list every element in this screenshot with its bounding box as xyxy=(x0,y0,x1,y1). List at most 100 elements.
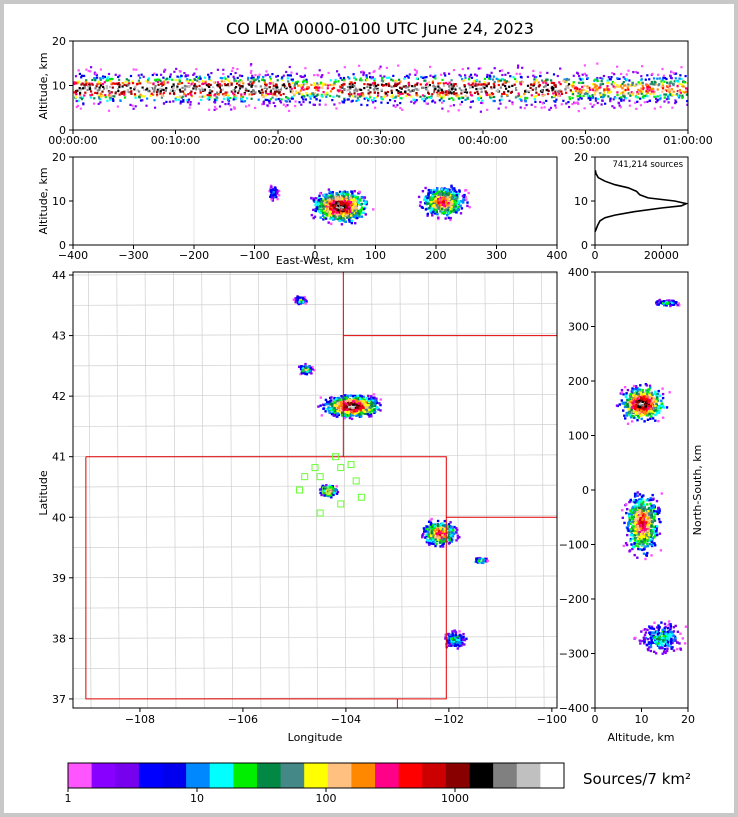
time-source xyxy=(139,99,143,102)
ew-heatmap xyxy=(268,184,471,226)
time-source xyxy=(291,89,294,92)
time-source xyxy=(165,100,168,103)
time-source xyxy=(437,82,440,85)
time-source xyxy=(442,94,445,97)
ew-source xyxy=(444,211,447,215)
ew-source xyxy=(344,220,347,223)
time-source xyxy=(463,85,466,88)
time-source xyxy=(164,78,167,81)
time-source xyxy=(332,86,335,90)
ew-source xyxy=(348,205,351,209)
time-source xyxy=(134,105,137,108)
time-source xyxy=(354,86,357,90)
time-source xyxy=(125,78,128,81)
time-source xyxy=(266,87,269,90)
time-source xyxy=(351,95,355,98)
time-source xyxy=(621,91,624,94)
plan-source xyxy=(358,415,362,418)
ew-source xyxy=(449,218,452,222)
time-source xyxy=(686,82,688,85)
time-source xyxy=(607,95,610,98)
time-source xyxy=(108,92,111,95)
time-source xyxy=(179,76,182,79)
plan-source xyxy=(358,402,361,405)
time-source xyxy=(566,86,569,89)
time-source xyxy=(208,91,211,94)
time-source xyxy=(157,83,160,86)
time-source xyxy=(448,90,451,93)
time-source xyxy=(540,89,543,92)
time-source xyxy=(662,74,665,77)
time-source xyxy=(164,89,167,92)
time-source xyxy=(365,96,368,99)
county-line xyxy=(88,272,92,708)
ew-source xyxy=(358,190,361,194)
plan-source xyxy=(458,536,461,539)
time-source xyxy=(76,104,79,107)
ew-source xyxy=(456,209,459,212)
time-source xyxy=(596,97,599,101)
time-source xyxy=(593,103,596,107)
ew-source xyxy=(332,211,336,214)
time-source xyxy=(480,101,483,104)
time-source xyxy=(378,67,381,70)
time-source xyxy=(377,91,380,95)
time-source xyxy=(274,85,278,88)
time-source xyxy=(169,73,172,76)
time-source xyxy=(686,87,688,90)
time-source xyxy=(469,106,472,109)
time-xtick-label: 01:00:00 xyxy=(663,134,712,147)
ew-source xyxy=(424,186,427,190)
ew-source xyxy=(432,210,435,213)
ew-source xyxy=(347,193,350,196)
ew-source xyxy=(331,193,334,196)
time-source xyxy=(200,87,203,90)
time-source xyxy=(431,80,434,83)
ew-source xyxy=(431,191,434,195)
ew-source xyxy=(350,221,353,225)
ew-source xyxy=(438,192,441,195)
plan-source xyxy=(353,410,357,413)
ew-source xyxy=(268,189,271,193)
time-source xyxy=(582,94,585,98)
time-source xyxy=(470,100,473,103)
time-source xyxy=(325,95,328,98)
ew-source xyxy=(342,191,345,194)
time-source xyxy=(271,96,274,99)
plan-source xyxy=(352,406,356,409)
time-source xyxy=(374,99,377,103)
time-source xyxy=(176,85,179,88)
time-source xyxy=(76,89,79,92)
time-source xyxy=(397,92,400,95)
time-source xyxy=(636,71,639,74)
time-source xyxy=(606,79,609,82)
time-source xyxy=(637,81,640,84)
time-source xyxy=(429,74,432,77)
time-source xyxy=(183,92,186,95)
ew-source xyxy=(365,202,368,206)
plan-source xyxy=(362,406,365,409)
time-source xyxy=(203,95,206,98)
time-source xyxy=(216,81,219,84)
ew-source xyxy=(429,202,432,206)
time-source xyxy=(169,92,172,95)
time-source xyxy=(329,79,332,82)
time-source xyxy=(543,106,546,109)
time-ytick-label: 10 xyxy=(52,80,66,93)
time-source xyxy=(247,78,250,81)
time-source xyxy=(520,98,523,102)
ew-source xyxy=(349,216,352,219)
time-source xyxy=(431,93,434,96)
ew-source xyxy=(360,195,364,199)
time-source xyxy=(653,107,656,110)
time-source xyxy=(397,90,400,93)
time-source xyxy=(279,100,282,103)
time-source xyxy=(382,95,385,99)
time-source xyxy=(477,92,480,96)
time-source xyxy=(320,76,323,79)
time-source xyxy=(477,98,480,101)
ew-source xyxy=(434,197,437,200)
time-source xyxy=(482,85,485,88)
time-source xyxy=(578,95,581,98)
